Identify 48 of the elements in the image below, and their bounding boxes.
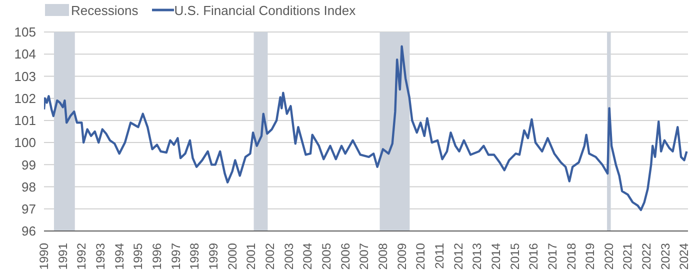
- x-tick-label: 2021: [620, 242, 635, 270]
- x-tick-label: 2024: [677, 242, 692, 270]
- x-tick-label: 2015: [508, 242, 522, 270]
- x-tick-label: 1991: [56, 242, 70, 270]
- y-tick-label: 101: [14, 113, 36, 128]
- x-tick-label: 2003: [282, 242, 296, 270]
- x-tick-label: 2008: [376, 242, 390, 270]
- legend-label: Recessions: [70, 2, 138, 18]
- x-tick-label: 2001: [244, 242, 258, 270]
- y-tick-label: 97: [22, 202, 36, 217]
- x-tick-label: 2013: [470, 242, 484, 270]
- x-tick-label: 2019: [583, 242, 598, 270]
- y-tick-label: 99: [22, 157, 36, 172]
- x-tick-label: 2012: [451, 242, 466, 270]
- x-tick-label: 2005: [319, 242, 334, 270]
- x-tick-label: 2023: [658, 242, 672, 270]
- x-tick-label: 1990: [37, 242, 51, 270]
- line-series: [44, 45, 688, 212]
- x-tick-label: 2010: [414, 242, 428, 270]
- x-tick-label: 2011: [432, 242, 446, 269]
- y-tick-label: 100: [14, 135, 36, 150]
- x-tick-label: 2017: [545, 242, 560, 270]
- y-tick-label: 103: [14, 68, 36, 84]
- x-tick-label: 2016: [526, 242, 541, 270]
- x-tick-label: 2004: [300, 242, 315, 270]
- x-tick-label: 1994: [112, 242, 126, 270]
- x-tick-label: 1997: [168, 242, 183, 270]
- y-tick-label: 96: [22, 224, 36, 239]
- x-tick-label: 1993: [93, 242, 108, 270]
- x-tick-label: 2020: [602, 242, 616, 270]
- legend-label: U.S. Financial Conditions Index: [173, 2, 356, 18]
- x-tick-label: 1996: [150, 242, 164, 270]
- x-tick-label: 1998: [188, 242, 202, 270]
- x-tick-label: 2002: [262, 242, 277, 270]
- x-tick-label: 2018: [564, 242, 578, 270]
- x-tick-label: 1992: [74, 242, 89, 270]
- y-tick-label: 105: [14, 24, 36, 40]
- x-tick-label: 2007: [357, 242, 372, 270]
- x-tick-label: 2009: [394, 242, 409, 270]
- y-tick-label: 98: [22, 179, 36, 194]
- x-tick-label: 2014: [488, 242, 503, 270]
- x-tick-label: 1995: [131, 242, 146, 270]
- y-tick-label: 102: [14, 90, 36, 106]
- x-tick-label: 2022: [640, 242, 654, 270]
- x-tick-label: 1999: [206, 242, 220, 270]
- x-tick-label: 2000: [225, 242, 240, 270]
- x-tick-label: 2006: [338, 242, 352, 270]
- y-tick-label: 104: [14, 46, 36, 62]
